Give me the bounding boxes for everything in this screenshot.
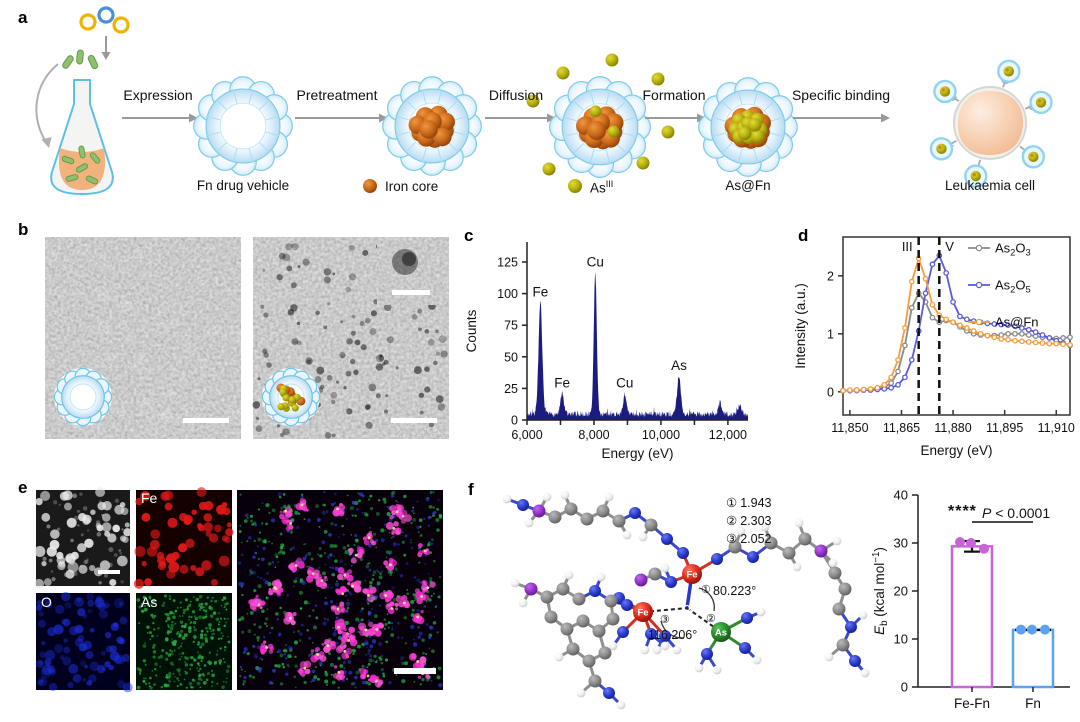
step-formation: Formation [642,87,706,103]
svg-text:Eb (kcal mol−1): Eb (kcal mol−1) [871,547,890,635]
angle-annotation-1: 80.223° [713,584,757,598]
svg-text:0: 0 [511,414,518,428]
svg-text:1: 1 [827,327,834,341]
panel-a-letter: a [18,8,28,27]
panel-d-xanes-chart: 0 1 2 11,850 11,865 11,880 11,895 11,910 Energy … [793,236,1075,458]
panel-b-tem-images [44,235,451,440]
svg-text:①: ① [701,584,711,596]
map-label-as: As [141,594,158,610]
svg-text:11,850: 11,850 [831,421,868,435]
svg-text:Fe: Fe [686,569,697,580]
step-pretreatment: Pretreatment [296,87,378,103]
svg-text:0: 0 [827,385,834,399]
svg-text:11,865: 11,865 [883,421,920,435]
svg-text:Intensity (a.u.): Intensity (a.u.) [793,283,808,369]
panel-e-elemental-maps [33,487,443,693]
svg-text:75: 75 [504,319,518,333]
caption-as-species: AsIII [590,179,614,196]
svg-text:50: 50 [504,350,518,364]
svg-text:****: **** [948,503,977,520]
svg-text:Energy (eV): Energy (eV) [601,446,673,461]
svg-text:2: 2 [827,269,834,283]
svg-text:Counts: Counts [464,309,479,352]
svg-text:125: 125 [497,256,518,270]
svg-text:Fe-Fn: Fe-Fn [954,696,990,711]
panel-a-schematic [35,6,1053,195]
map-label-fe: Fe [141,490,158,506]
svg-text:III: III [902,239,913,254]
svg-text:Fe: Fe [533,285,549,300]
panel-b-letter: b [18,220,29,239]
svg-text:10,000: 10,000 [642,428,680,442]
caption-fn-drug-vehicle: Fn drug vehicle [196,178,290,193]
svg-text:Fn: Fn [1025,696,1041,711]
svg-text:②: ② [706,613,716,625]
panel-f-molecule: Fe Fe O As ① ② ③ [502,490,870,710]
panel-e-letter: e [18,478,28,497]
svg-text:As: As [715,627,727,638]
svg-text:30: 30 [894,536,908,551]
step-expression: Expression [123,87,193,103]
bond-annotation-3: ③ 2.052 [726,532,772,546]
step-specific-binding: Specific binding [791,87,891,103]
svg-text:12,000: 12,000 [709,428,747,442]
svg-text:100: 100 [497,287,518,301]
bond-annotation-1: ① 1.943 [726,496,772,510]
svg-text:25: 25 [504,382,518,396]
svg-text:8,000: 8,000 [578,428,609,442]
svg-text:11,910: 11,910 [1038,421,1075,435]
svg-text:10: 10 [894,632,908,647]
svg-text:40: 40 [894,488,908,503]
caption-asfn: As@Fn [725,178,771,193]
svg-text:Energy (eV): Energy (eV) [920,443,992,458]
svg-text:As@Fn: As@Fn [995,315,1039,330]
svg-text:11,880: 11,880 [934,421,971,435]
panel-f-bar-chart: 0 10 20 30 40 Eb (kcal mol−1) Fe-Fn Fn **** P < 0… [871,488,1070,711]
caption-leukaemia-cell: Leukaemia cell [944,178,1036,193]
svg-text:V: V [945,239,954,254]
svg-text:As2O5: As2O5 [995,278,1031,295]
angle-annotation-2: 116.206° [648,628,698,642]
svg-text:Fe: Fe [554,376,570,391]
step-diffusion: Diffusion [488,87,544,103]
caption-iron-core: Iron core [385,179,439,194]
svg-text:Cu: Cu [616,376,633,391]
svg-text:Fe: Fe [637,607,648,618]
svg-text:P < 0.0001: P < 0.0001 [982,505,1050,521]
svg-text:Cu: Cu [587,254,604,269]
svg-text:As: As [671,358,687,373]
panel-c-letter: c [464,226,474,245]
panel-c-eds-chart: 0 25 50 75 100 125 6,000 8,000 10,000 12,000 Energ… [464,242,748,461]
svg-text:0: 0 [901,680,908,695]
bond-annotation-2: ② 2.303 [726,514,772,528]
svg-text:O: O [683,603,690,614]
svg-text:As2O3: As2O3 [995,241,1031,258]
svg-text:6,000: 6,000 [511,428,542,442]
svg-text:③: ③ [660,614,670,626]
map-label-o: O [41,594,52,610]
panel-d-letter: d [798,226,809,245]
panel-f-letter: f [468,480,474,499]
svg-text:11,895: 11,895 [986,421,1023,435]
svg-text:20: 20 [894,584,908,599]
